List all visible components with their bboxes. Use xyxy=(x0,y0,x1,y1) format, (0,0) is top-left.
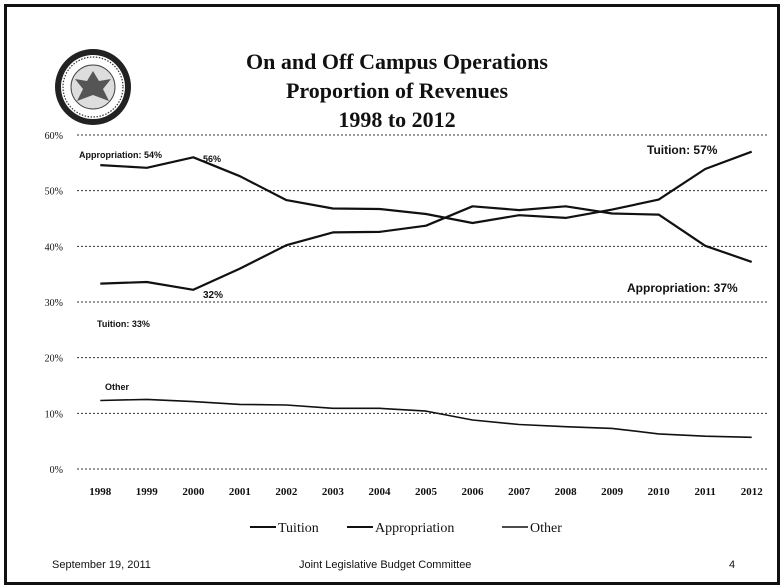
x-tick-label: 1998 xyxy=(89,486,112,498)
x-tick-label: 2002 xyxy=(275,486,298,498)
x-tick-label: 2011 xyxy=(694,486,715,498)
title-line-3: 1998 to 2012 xyxy=(338,107,456,132)
y-tick-label: 20% xyxy=(45,354,63,365)
y-tick-label: 10% xyxy=(45,409,63,420)
chart-title: On and Off Campus Operations Proportion … xyxy=(167,47,627,134)
x-tick-label: 2003 xyxy=(322,486,345,498)
footer-date: September 19, 2011 xyxy=(52,559,151,571)
y-tick-label: 50% xyxy=(45,187,63,198)
footer-organization: Joint Legislative Budget Committee xyxy=(299,559,472,571)
x-tick-label: 2000 xyxy=(182,486,205,498)
y-tick-label: 60% xyxy=(45,131,63,142)
line-chart: 0% 10% 20% 30% 40% 50% 60% 1998 1999 2000 2001 2002… xyxy=(45,131,769,536)
annotation-peak-2000: 56% xyxy=(203,154,221,164)
annotation-tuition-end: Tuition: 57% xyxy=(647,143,718,157)
x-tick-label: 2005 xyxy=(415,486,438,498)
x-tick-label: 2004 xyxy=(368,486,391,498)
title-line-2: Proportion of Revenues xyxy=(285,78,509,103)
y-tick-label: 30% xyxy=(45,298,63,309)
x-tick-label: 2006 xyxy=(462,486,485,498)
x-tick-label: 2010 xyxy=(648,486,671,498)
legend-label: Other xyxy=(530,521,562,536)
x-tick-label: 2001 xyxy=(229,486,251,498)
x-tick-label: 2007 xyxy=(508,486,531,498)
legend-label: Appropriation xyxy=(375,521,454,536)
annotation-appropriation-end: Appropriation: 37% xyxy=(627,281,738,295)
x-tick-label: 2008 xyxy=(555,486,578,498)
y-tick-label: 0% xyxy=(50,465,63,476)
slide: On and Off Campus Operations Proportion … xyxy=(4,4,780,585)
annotation-low-2000: 32% xyxy=(203,290,223,301)
annotation-appropriation-start: Appropriation: 54% xyxy=(79,150,162,160)
annotation-other: Other xyxy=(105,382,130,392)
series-line-appropriation xyxy=(100,150,753,225)
series-line-other xyxy=(100,398,752,439)
title-line-1: On and Off Campus Operations xyxy=(246,49,548,74)
state-seal-icon xyxy=(55,49,131,125)
x-tick-label: 2009 xyxy=(601,486,624,498)
x-tick-label: 1999 xyxy=(136,486,159,498)
annotation-tuition-start: Tuition: 33% xyxy=(97,319,150,329)
y-tick-label: 40% xyxy=(45,242,63,253)
series-line-tuition xyxy=(100,205,753,291)
footer-page-number: 4 xyxy=(729,559,736,571)
x-tick-label: 2012 xyxy=(741,486,764,498)
legend-label: Tuition xyxy=(278,521,319,536)
